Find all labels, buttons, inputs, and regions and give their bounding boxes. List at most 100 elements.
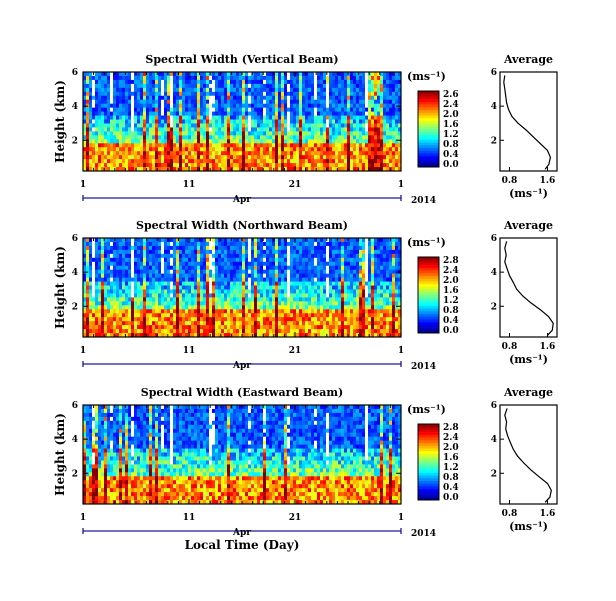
heatmap-cell: [293, 249, 297, 255]
heatmap-cell: [185, 277, 189, 282]
heatmap-cell: [392, 87, 396, 93]
heatmap-cell: [149, 143, 153, 148]
heatmap-cell: [155, 261, 159, 267]
heatmap-cell: [212, 103, 216, 109]
heatmap-cell: [92, 115, 96, 120]
heatmap-cell: [197, 119, 201, 124]
heatmap-cell: [191, 147, 195, 152]
heatmap-cell: [137, 265, 141, 271]
heatmap-cell: [215, 99, 219, 105]
heatmap-cell: [134, 285, 138, 290]
heatmap-cell: [257, 127, 261, 132]
heatmap-cell: [152, 281, 156, 286]
heatmap-cell: [254, 269, 258, 275]
heatmap-cell: [104, 309, 108, 314]
heatmap-cell: [314, 277, 318, 282]
heatmap-cell: [194, 167, 198, 172]
heatmap-cell: [221, 87, 225, 93]
heatmap-cell: [281, 273, 285, 278]
heatmap-cell: [200, 75, 204, 81]
heatmap-cell: [176, 289, 180, 294]
heatmap-cell: [395, 91, 399, 97]
heatmap-cell: [113, 119, 117, 124]
heatmap-cell: [293, 107, 297, 112]
heatmap-cell: [83, 241, 87, 247]
heatmap-cell: [101, 253, 105, 259]
heatmap-cell: [290, 313, 294, 318]
heatmap-cell: [92, 163, 96, 168]
heatmap-cell: [179, 75, 183, 81]
heatmap-cell: [227, 167, 231, 172]
heatmap-cell: [362, 135, 366, 140]
heatmap-cell: [239, 135, 243, 140]
heatmap-cell: [218, 111, 222, 116]
heatmap-cell: [182, 238, 186, 243]
heatmap-cell: [287, 91, 291, 97]
heatmap-cell: [158, 151, 162, 156]
heatmap-cell: [176, 99, 180, 105]
heatmap-cell: [212, 135, 216, 140]
heatmap-cell: [257, 99, 261, 105]
heatmap-cell: [83, 301, 87, 306]
heatmap-cell: [152, 111, 156, 116]
heatmap-cell: [230, 249, 234, 255]
heatmap-cell: [266, 253, 270, 259]
heatmap-cell: [275, 253, 279, 259]
heatmap-cell: [281, 277, 285, 282]
heatmap-cell: [335, 321, 339, 326]
heatmap-cell: [86, 135, 90, 140]
heatmap-cell: [119, 289, 123, 294]
heatmap-cell: [164, 72, 168, 77]
heatmap-cell: [296, 297, 300, 302]
heatmap-cell: [101, 329, 105, 334]
heatmap-cell: [245, 289, 249, 294]
heatmap-cell: [278, 241, 282, 247]
heatmap-cell: [185, 147, 189, 152]
heatmap-cell: [152, 139, 156, 144]
heatmap-cell: [182, 329, 186, 334]
heatmap-cell: [272, 321, 276, 326]
heatmap-cell: [338, 135, 342, 140]
heatmap-cell: [335, 277, 339, 282]
heatmap-cell: [98, 293, 102, 298]
colorbar-swatch: [418, 129, 439, 133]
heatmap-cell: [146, 329, 150, 334]
heatmap-cell: [332, 107, 336, 112]
heatmap-cell: [305, 309, 309, 314]
heatmap-cell: [170, 313, 174, 318]
heatmap-cell: [248, 115, 252, 120]
heatmap-cell: [128, 325, 132, 330]
heatmap-cell: [266, 95, 270, 101]
heatmap-cell: [239, 163, 243, 168]
heatmap-cell: [296, 257, 300, 263]
heatmap-cell: [281, 249, 285, 255]
heatmap-cell: [161, 72, 165, 77]
heatmap-cell: [257, 325, 261, 330]
heatmap-cell: [179, 95, 183, 101]
heatmap-cell: [95, 293, 99, 298]
heatmap-cell: [263, 273, 267, 278]
heatmap-cell: [116, 269, 120, 275]
heatmap-cell: [209, 309, 213, 314]
heatmap-cell: [329, 273, 333, 278]
heatmap-cell: [92, 103, 96, 109]
heatmap-cell: [257, 131, 261, 136]
heatmap-cell: [302, 127, 306, 132]
heatmap-cell: [110, 317, 114, 322]
heatmap-cell: [236, 151, 240, 156]
heatmap-cell: [296, 91, 300, 97]
heatmap-cell: [173, 155, 177, 160]
heatmap-cell: [254, 309, 258, 314]
heatmap-cell: [284, 325, 288, 330]
heatmap-cell: [263, 313, 267, 318]
heatmap-cell: [146, 301, 150, 306]
heatmap-cell: [110, 325, 114, 330]
heatmap-cell: [272, 297, 276, 302]
heatmap-cell: [299, 163, 303, 168]
heatmap-cell: [338, 313, 342, 318]
heatmap-cell: [176, 269, 180, 275]
heatmap-cell: [137, 293, 141, 298]
heatmap-cell: [191, 151, 195, 156]
heatmap-cell: [326, 301, 330, 306]
heatmap-cell: [164, 127, 168, 132]
